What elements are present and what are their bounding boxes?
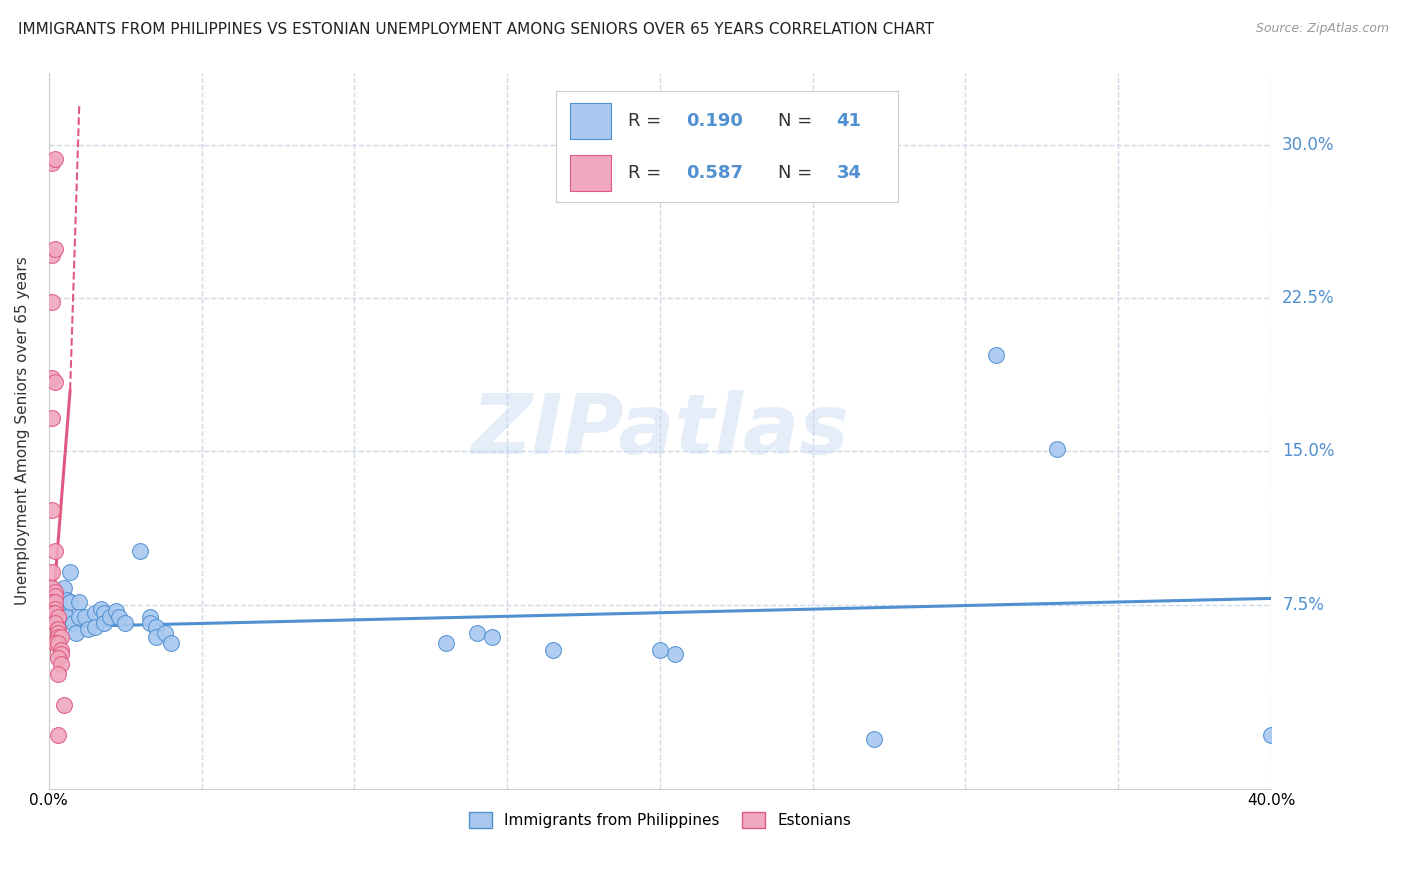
- Point: [481, 630, 503, 644]
- Point: [41, 595, 63, 609]
- Point: [145, 620, 167, 634]
- Point: [98, 609, 121, 624]
- Point: [138, 609, 160, 624]
- Point: [46, 630, 69, 644]
- Y-axis label: Unemployment Among Seniors over 65 years: Unemployment Among Seniors over 65 years: [15, 256, 30, 605]
- Point: [41, 411, 63, 425]
- Point: [862, 732, 884, 747]
- Point: [46, 609, 69, 624]
- Point: [44, 595, 66, 609]
- Point: [46, 667, 69, 681]
- Point: [44, 636, 66, 650]
- Point: [41, 503, 63, 517]
- Point: [75, 609, 97, 624]
- Point: [67, 595, 90, 609]
- Point: [44, 544, 66, 558]
- Point: [90, 601, 112, 615]
- Point: [56, 609, 79, 624]
- Point: [56, 593, 79, 607]
- Point: [44, 585, 66, 599]
- Point: [53, 581, 76, 595]
- Point: [129, 544, 152, 558]
- Point: [41, 370, 63, 384]
- Point: [41, 295, 63, 310]
- Point: [77, 622, 100, 636]
- Text: ZIPatlas: ZIPatlas: [471, 391, 849, 471]
- Point: [44, 375, 66, 389]
- Point: [465, 626, 488, 640]
- Point: [114, 615, 136, 630]
- Point: [160, 636, 183, 650]
- Point: [108, 609, 131, 624]
- Point: [83, 620, 105, 634]
- Point: [46, 622, 69, 636]
- Point: [44, 242, 66, 256]
- Point: [62, 615, 84, 630]
- Point: [46, 650, 69, 665]
- Point: [65, 626, 87, 640]
- Point: [44, 583, 66, 598]
- Point: [44, 601, 66, 615]
- Point: [44, 606, 66, 620]
- Point: [41, 156, 63, 170]
- Point: [49, 630, 72, 644]
- Point: [53, 601, 76, 615]
- Point: [434, 636, 457, 650]
- Text: IMMIGRANTS FROM PHILIPPINES VS ESTONIAN UNEMPLOYMENT AMONG SENIORS OVER 65 YEARS: IMMIGRANTS FROM PHILIPPINES VS ESTONIAN …: [18, 22, 934, 37]
- Point: [46, 609, 69, 624]
- Point: [59, 565, 82, 579]
- Point: [648, 642, 671, 657]
- Point: [49, 647, 72, 661]
- Point: [41, 606, 63, 620]
- Text: 15.0%: 15.0%: [1282, 442, 1334, 460]
- Point: [46, 626, 69, 640]
- Text: 30.0%: 30.0%: [1282, 136, 1334, 153]
- Point: [104, 604, 127, 618]
- Point: [49, 606, 72, 620]
- Point: [93, 615, 115, 630]
- Point: [49, 590, 72, 604]
- Point: [46, 595, 69, 609]
- Point: [541, 642, 564, 657]
- Text: 7.5%: 7.5%: [1282, 596, 1324, 614]
- Point: [93, 606, 115, 620]
- Point: [1046, 442, 1069, 457]
- Point: [41, 581, 63, 595]
- Point: [83, 606, 105, 620]
- Point: [664, 647, 686, 661]
- Point: [49, 657, 72, 671]
- Point: [41, 248, 63, 262]
- Point: [44, 615, 66, 630]
- Point: [153, 626, 176, 640]
- Point: [67, 609, 90, 624]
- Text: 22.5%: 22.5%: [1282, 289, 1334, 307]
- Point: [44, 152, 66, 166]
- Point: [53, 698, 76, 712]
- Point: [59, 595, 82, 609]
- Legend: Immigrants from Philippines, Estonians: Immigrants from Philippines, Estonians: [463, 806, 858, 835]
- Text: Source: ZipAtlas.com: Source: ZipAtlas.com: [1256, 22, 1389, 36]
- Point: [46, 728, 69, 742]
- Point: [49, 642, 72, 657]
- Point: [138, 615, 160, 630]
- Point: [41, 565, 63, 579]
- Point: [1260, 728, 1282, 742]
- Point: [145, 630, 167, 644]
- Point: [44, 590, 66, 604]
- Point: [46, 636, 69, 650]
- Point: [984, 348, 1007, 362]
